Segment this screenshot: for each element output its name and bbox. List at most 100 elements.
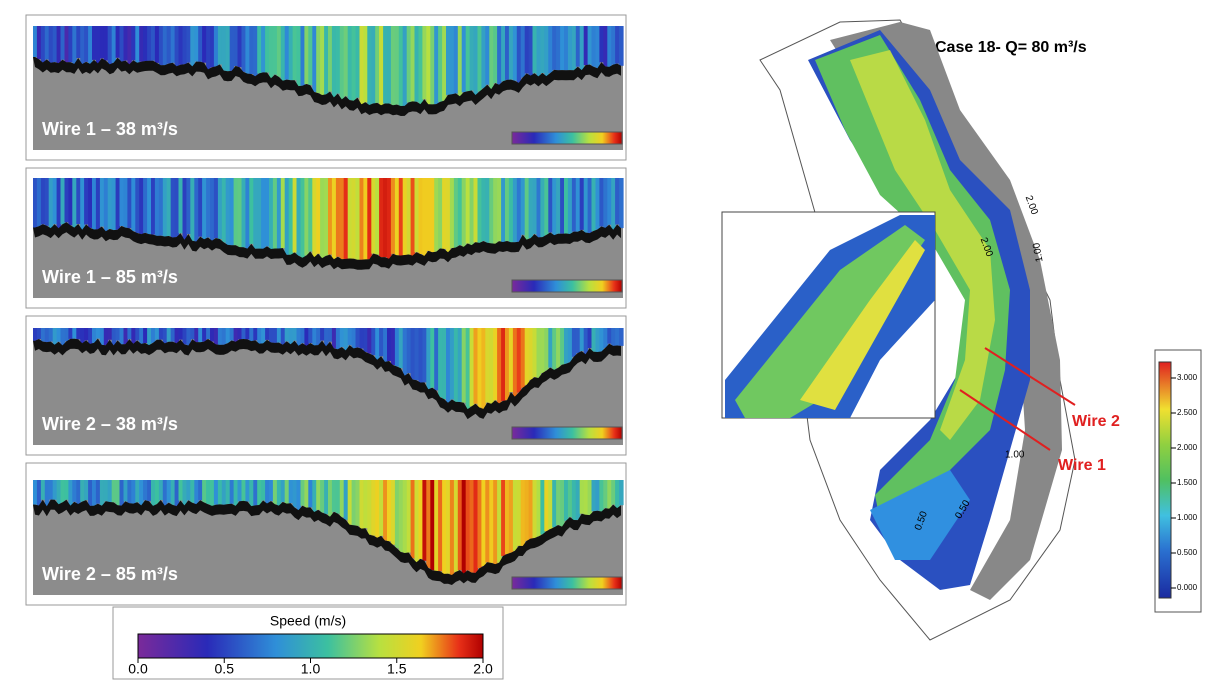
map-river: [808, 30, 1030, 590]
velocity-stripe: [225, 178, 231, 245]
velocity-stripe: [296, 328, 301, 346]
velocity-stripe: [406, 328, 412, 374]
velocity-stripe: [418, 26, 423, 105]
velocity-stripe: [52, 328, 58, 345]
velocity-stripe: [44, 480, 50, 507]
colorbar-gradient: [137, 633, 484, 659]
velocity-stripe: [583, 480, 589, 515]
velocity-stripe: [579, 328, 585, 352]
velocity-stripe: [564, 178, 569, 234]
contour-label: 2.00: [1023, 194, 1040, 216]
velocity-stripe: [292, 328, 298, 341]
velocity-stripe: [516, 328, 522, 393]
velocity-stripe: [143, 480, 148, 501]
velocity-stripe: [422, 26, 427, 100]
velocity-stripe: [442, 480, 447, 574]
velocity-stripe: [497, 26, 502, 85]
velocity-stripe: [276, 178, 282, 249]
velocity-stripe: [465, 26, 471, 92]
velocity-stripe: [229, 26, 235, 71]
velocity-stripe: [343, 26, 349, 97]
velocity-stripe: [257, 328, 262, 344]
velocity-stripe: [544, 26, 549, 77]
velocity-stripe: [387, 480, 392, 542]
velocity-stripe: [347, 178, 353, 259]
map-colorbar-tick-label: 2.000: [1177, 443, 1198, 452]
velocity-stripe: [516, 26, 522, 83]
velocity-stripe: [320, 178, 325, 259]
velocity-stripe: [135, 26, 140, 63]
velocity-stripe: [390, 328, 396, 365]
velocity-stripe: [394, 480, 400, 549]
velocity-stripe: [469, 328, 475, 407]
velocity-stripe: [363, 328, 368, 352]
velocity-stripe: [225, 26, 231, 72]
velocity-stripe: [615, 178, 620, 225]
velocity-stripe: [320, 480, 325, 513]
velocity-stripe: [328, 26, 333, 92]
velocity-stripe: [33, 480, 38, 505]
velocity-stripe: [241, 26, 246, 72]
velocity-stripe: [595, 480, 600, 511]
velocity-stripe: [103, 178, 109, 232]
velocity-stripe: [158, 480, 164, 500]
velocity-stripe: [312, 26, 317, 92]
map-colorbar: [1158, 361, 1172, 599]
velocity-stripe: [489, 178, 494, 244]
velocity-stripe: [115, 178, 121, 230]
velocity-stripe: [261, 178, 266, 249]
velocity-stripe: [560, 328, 565, 365]
velocity-stripe: [516, 480, 522, 546]
mini-colorbar: [511, 131, 623, 145]
velocity-stripe: [36, 178, 42, 227]
velocity-stripe: [453, 26, 459, 94]
velocity-stripe: [44, 178, 50, 226]
velocity-stripe: [170, 178, 176, 238]
velocity-stripe: [174, 178, 180, 237]
velocity-stripe: [99, 480, 105, 506]
velocity-stripe: [269, 178, 274, 249]
velocity-stripe: [103, 328, 109, 346]
velocity-stripe: [249, 480, 254, 507]
velocity-stripe: [210, 26, 215, 68]
velocity-stripe: [202, 328, 207, 342]
velocity-stripe: [80, 328, 85, 344]
velocity-stripe: [567, 480, 573, 518]
velocity-stripe: [217, 480, 223, 505]
velocity-stripe: [280, 480, 286, 502]
velocity-stripe: [316, 328, 321, 346]
velocity-stripe: [434, 178, 439, 252]
velocity-stripe: [406, 26, 412, 103]
velocity-stripe: [438, 328, 443, 398]
velocity-stripe: [414, 178, 419, 253]
velocity-stripe: [544, 480, 549, 532]
velocity-stripe: [501, 328, 506, 401]
velocity-stripe: [272, 480, 278, 505]
velocity-stripe: [95, 480, 101, 504]
velocity-stripe: [217, 178, 223, 239]
velocity-stripe: [324, 178, 329, 256]
velocity-stripe: [174, 328, 180, 344]
velocity-stripe: [304, 480, 309, 508]
velocity-stripe: [371, 328, 376, 356]
velocity-stripe: [591, 26, 596, 67]
velocity-stripe: [139, 480, 144, 506]
velocity-stripe: [276, 26, 282, 77]
velocity-stripe: [328, 480, 333, 517]
velocity-stripe: [402, 328, 408, 376]
velocity-stripe: [485, 480, 490, 563]
velocity-stripe: [571, 328, 577, 357]
velocity-stripe: [154, 178, 160, 236]
velocity-stripe: [56, 328, 62, 342]
velocity-stripe: [245, 328, 250, 340]
velocity-stripe: [182, 178, 187, 240]
velocity-stripe: [64, 26, 69, 63]
velocity-stripe: [615, 480, 620, 509]
velocity-stripe: [402, 480, 408, 553]
velocity-stripe: [76, 26, 81, 58]
velocity-stripe: [583, 328, 589, 355]
velocity-stripe: [99, 328, 105, 345]
velocity-stripe: [363, 178, 368, 260]
velocity-stripe: [190, 328, 195, 340]
velocity-stripe: [422, 480, 427, 561]
